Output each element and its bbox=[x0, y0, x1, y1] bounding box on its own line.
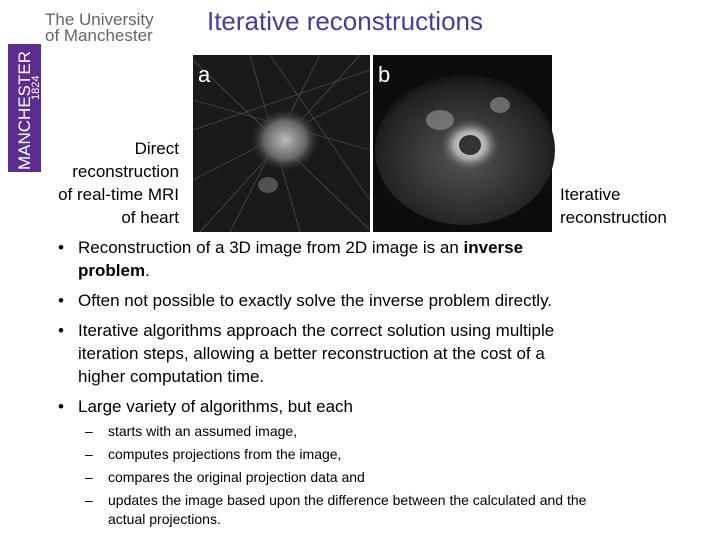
sub-bullet-line: updates the image based upon the differe… bbox=[108, 492, 587, 508]
bullet-line: Large variety of algorithms, but each bbox=[78, 397, 353, 416]
sub-bullet-marker: – bbox=[85, 492, 93, 508]
logo-line: The University bbox=[45, 10, 154, 29]
sub-bullet-line: compares the original projection data an… bbox=[108, 469, 365, 485]
caption-line: of heart bbox=[121, 208, 179, 227]
bullet-text: problem bbox=[78, 261, 145, 280]
logo-line: of Manchester bbox=[45, 26, 153, 45]
bullet-text: Reconstruction of a 3D image from 2D ima… bbox=[78, 238, 464, 257]
image-a bbox=[192, 54, 371, 233]
bullet-marker: • bbox=[58, 291, 64, 310]
panel-label: b bbox=[378, 62, 390, 87]
bullet-text: Large variety of algorithms, but each bbox=[78, 397, 353, 416]
caption-line: reconstruction bbox=[560, 208, 667, 227]
bullet-line: Reconstruction of a 3D image from 2D ima… bbox=[78, 238, 523, 257]
logo-block bbox=[8, 44, 41, 172]
caption-line: Iterative bbox=[560, 185, 620, 204]
bullet-text: Iterative algorithms approach the correc… bbox=[78, 321, 554, 340]
sub-bullet-marker: – bbox=[85, 446, 93, 462]
slide-title: Iterative reconstructions bbox=[207, 6, 483, 36]
bullet-text: higher computation time. bbox=[78, 367, 264, 386]
bullet-text: . bbox=[145, 261, 150, 280]
logo-year: 1824 bbox=[30, 76, 42, 100]
sub-bullet-marker: – bbox=[85, 423, 93, 439]
bullet-marker: • bbox=[58, 397, 64, 416]
sub-bullet-line: starts with an assumed image, bbox=[108, 423, 297, 439]
bullet-line: Iterative algorithms approach the correc… bbox=[78, 321, 554, 340]
bullet-marker: • bbox=[58, 238, 64, 257]
bullet-line: iteration steps, allowing a better recon… bbox=[78, 344, 545, 363]
bullet-text: Often not possible to exactly solve the … bbox=[78, 291, 552, 310]
bullet-text: iteration steps, allowing a better recon… bbox=[78, 344, 545, 363]
image-b bbox=[373, 55, 555, 232]
bullet-line: problem. bbox=[78, 261, 150, 280]
caption-line: Direct bbox=[135, 139, 180, 158]
caption-line: reconstruction bbox=[72, 162, 179, 181]
caption-line: of real-time MRI bbox=[58, 185, 179, 204]
bullet-line: higher computation time. bbox=[78, 367, 264, 386]
logo-vertical: MANCHESTER bbox=[15, 51, 34, 170]
sub-bullet-marker: – bbox=[85, 469, 93, 485]
bullet-line: Often not possible to exactly solve the … bbox=[78, 291, 552, 310]
panel-label: a bbox=[198, 62, 211, 87]
bullet-text: inverse bbox=[464, 238, 524, 257]
sub-bullet-line: actual projections. bbox=[108, 511, 221, 527]
sub-bullet-line: computes projections from the image, bbox=[108, 446, 341, 462]
bullet-marker: • bbox=[58, 321, 64, 340]
